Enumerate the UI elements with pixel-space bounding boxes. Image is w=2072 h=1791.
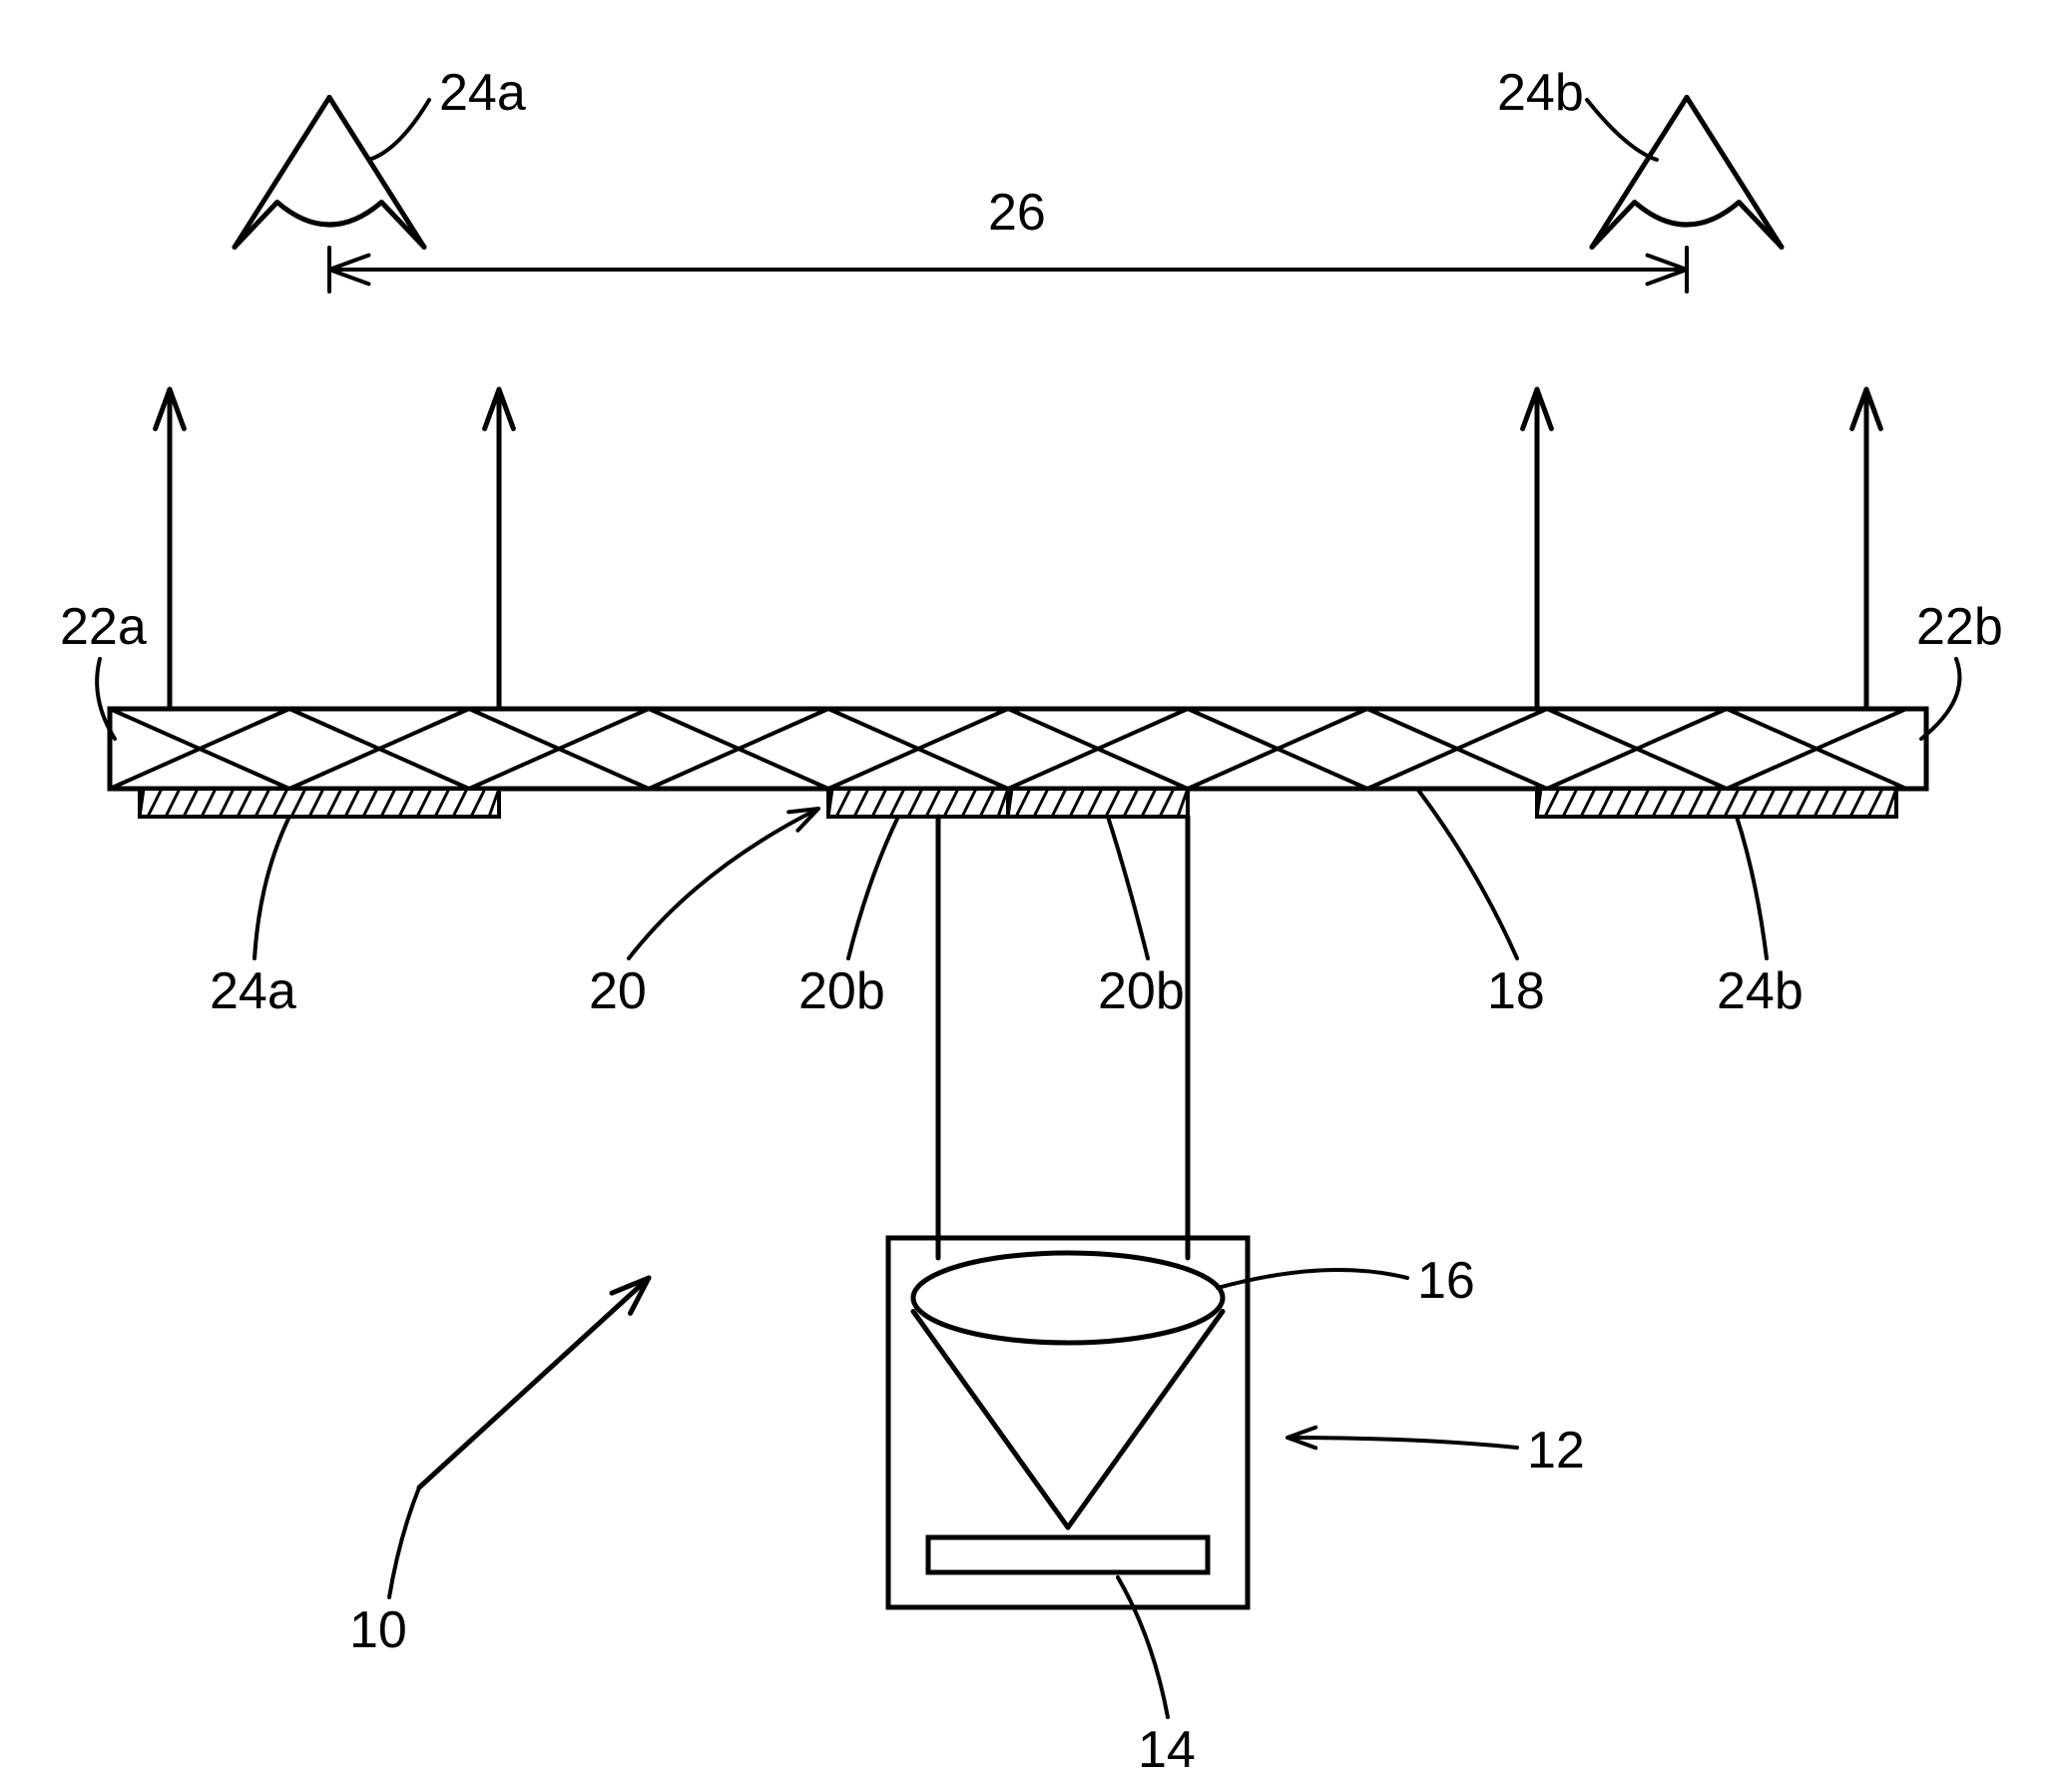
eye-right xyxy=(1592,98,1782,248)
eye-left xyxy=(235,98,424,248)
label-L_14: 14 xyxy=(1138,1721,1196,1779)
label-L_24b_eye: 24b xyxy=(1497,64,1584,122)
projector xyxy=(888,1238,1248,1607)
ref-10-arrow xyxy=(419,1278,649,1488)
grating-segment-2 xyxy=(1008,789,1188,817)
label-L_24a_seg: 24a xyxy=(210,962,296,1020)
dimension-26 xyxy=(329,248,1687,292)
labels: 24a 24b 26 22a 22b 24a 20 20b 20b 18 24b 16 12 14 10 xyxy=(60,64,2003,1779)
label-L_16: 16 xyxy=(1417,1252,1475,1310)
label-L_18: 18 xyxy=(1487,962,1545,1020)
label-L_12: 12 xyxy=(1527,1422,1585,1480)
grating-segment-3 xyxy=(1537,789,1896,817)
label-L_26: 26 xyxy=(988,184,1046,242)
zigzag-rays xyxy=(110,709,1906,789)
grating-segments xyxy=(140,789,1896,817)
grating-segment-1 xyxy=(828,789,1008,817)
label-L_10: 10 xyxy=(349,1601,407,1659)
label-L_20: 20 xyxy=(589,962,647,1020)
label-L_20b_r: 20b xyxy=(1098,962,1185,1020)
projector-lens xyxy=(913,1253,1223,1343)
grating-segment-0 xyxy=(140,789,499,817)
label-L_22a: 22a xyxy=(60,598,147,656)
label-L_20b_l: 20b xyxy=(798,962,885,1020)
label-L_22b: 22b xyxy=(1916,598,2003,656)
output-rays xyxy=(156,389,1881,709)
label-L_24a_eye: 24a xyxy=(439,64,526,122)
label-L_24b_seg: 24b xyxy=(1717,962,1804,1020)
projector-beam xyxy=(938,817,1188,1258)
